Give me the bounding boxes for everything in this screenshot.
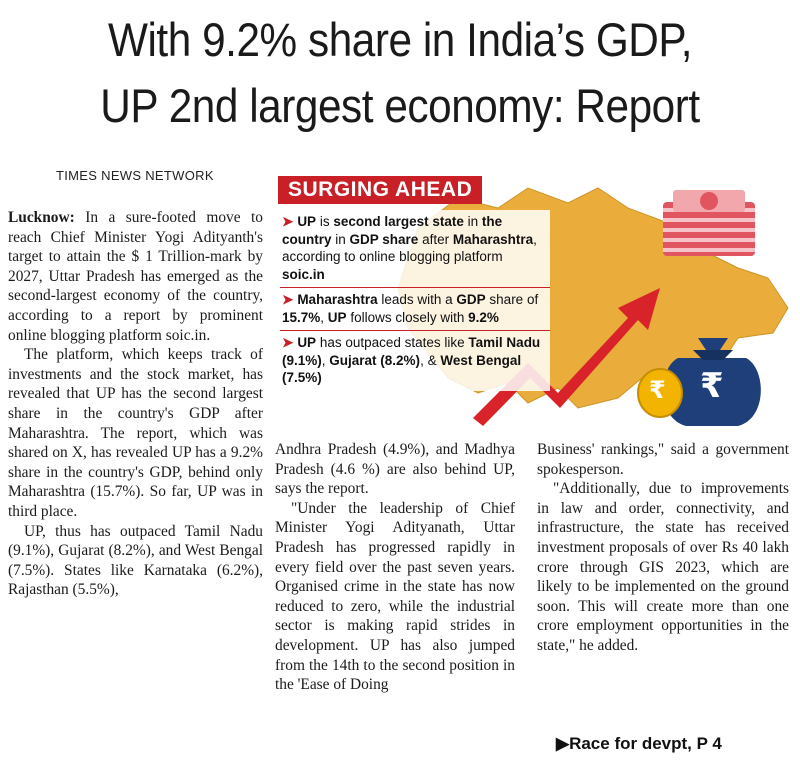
b2-text: , [320, 309, 328, 325]
b1-text: UP [297, 214, 317, 229]
cash-stack-icon [663, 190, 755, 256]
b1-text: is [316, 214, 334, 229]
b1-text: in [331, 231, 350, 247]
b3-text: has outpaced states like [316, 335, 469, 350]
infographic-bullet-2: ➤ Maharashtra leads with a GDP share of 1… [280, 288, 550, 331]
dateline: Lucknow: [8, 209, 75, 226]
bullet-arrow-icon: ➤ [282, 214, 294, 229]
article-column-3: Business' rankings," said a government s… [537, 440, 789, 656]
headline-line-2: UP 2nd largest economy: Report [100, 79, 700, 132]
col1-paragraph-3: UP, thus has outpaced Tamil Nadu (9.1%),… [8, 522, 263, 599]
col3-paragraph-1: Business' rankings," said a government s… [537, 441, 789, 478]
col2-paragraph-1: Andhra Pradesh (4.9%), and Madhya Prades… [275, 441, 515, 498]
coin-rupee-symbol: ₹ [649, 376, 666, 404]
coin-icon [637, 368, 683, 418]
b1-text: the country [282, 214, 503, 247]
b3-text: Gujarat (8.2%) [329, 352, 421, 368]
b1-text: soic.in [282, 266, 325, 282]
col1-paragraph-1: In a sure-footed move to reach Chief Min… [8, 209, 263, 344]
b3-text: UP [297, 335, 317, 350]
b3-text: West Bengal (7.5%) [282, 352, 522, 386]
b3-text: , [321, 352, 330, 368]
b2-text: GDP [456, 292, 486, 307]
b1-text: GDP share [349, 231, 419, 247]
b2-text: UP [327, 309, 347, 325]
bullet-arrow-icon: ➤ [282, 335, 294, 350]
article-column-1: Lucknow: In a sure-footed move to reach … [8, 208, 263, 600]
infographic-title: SURGING AHEAD [278, 176, 483, 204]
infographic-bullet-3: ➤ UP has outpaced states like Tamil Nadu … [280, 331, 550, 391]
b3-text: Tamil Nadu (9.1%) [282, 335, 541, 368]
b2-text: share of [485, 292, 539, 307]
b1-text: second largest state [333, 214, 464, 229]
col1-paragraph-2: The platform, which keeps track of inves… [8, 346, 263, 520]
infographic-surging-ahead: ₹ ₹ SURGING AHEAD ➤ UP is second largest … [268, 168, 800, 436]
infographic-bullets: ➤ UP is second largest state in the count… [280, 210, 550, 391]
b1-text: in [463, 214, 482, 229]
b2-text: Maharashtra [297, 292, 378, 307]
b2-text: follows closely with [346, 309, 469, 325]
rising-arrow-icon [473, 288, 660, 426]
b1-text: Maharashtra [452, 231, 534, 247]
infographic-bullet-1: ➤ UP is second largest state in the count… [280, 210, 550, 288]
b2-text: 15.7% [282, 309, 321, 325]
byline: TIMES NEWS NETWORK [56, 168, 214, 183]
b1-text: after [418, 231, 453, 247]
bullet-arrow-icon: ➤ [282, 292, 294, 307]
col2-paragraph-2: "Under the leadership of Chief Minister … [275, 499, 515, 694]
b1-text: , according to online blogging platform [282, 231, 537, 265]
headline-line-1: With 9.2% share in India’s GDP, [107, 13, 693, 66]
col3-paragraph-2: "Additionally, due to improvements in la… [537, 480, 789, 654]
article-column-2: Andhra Pradesh (4.9%), and Madhya Prades… [275, 440, 515, 695]
money-bag-rupee-symbol: ₹ [700, 366, 724, 406]
money-bag-icon [663, 338, 761, 426]
jump-reference-link[interactable]: ▶Race for devpt, P 4 [556, 734, 722, 753]
b2-text: leads with a [377, 292, 457, 307]
b2-text: 9.2% [468, 309, 499, 325]
b3-text: , & [420, 352, 441, 368]
